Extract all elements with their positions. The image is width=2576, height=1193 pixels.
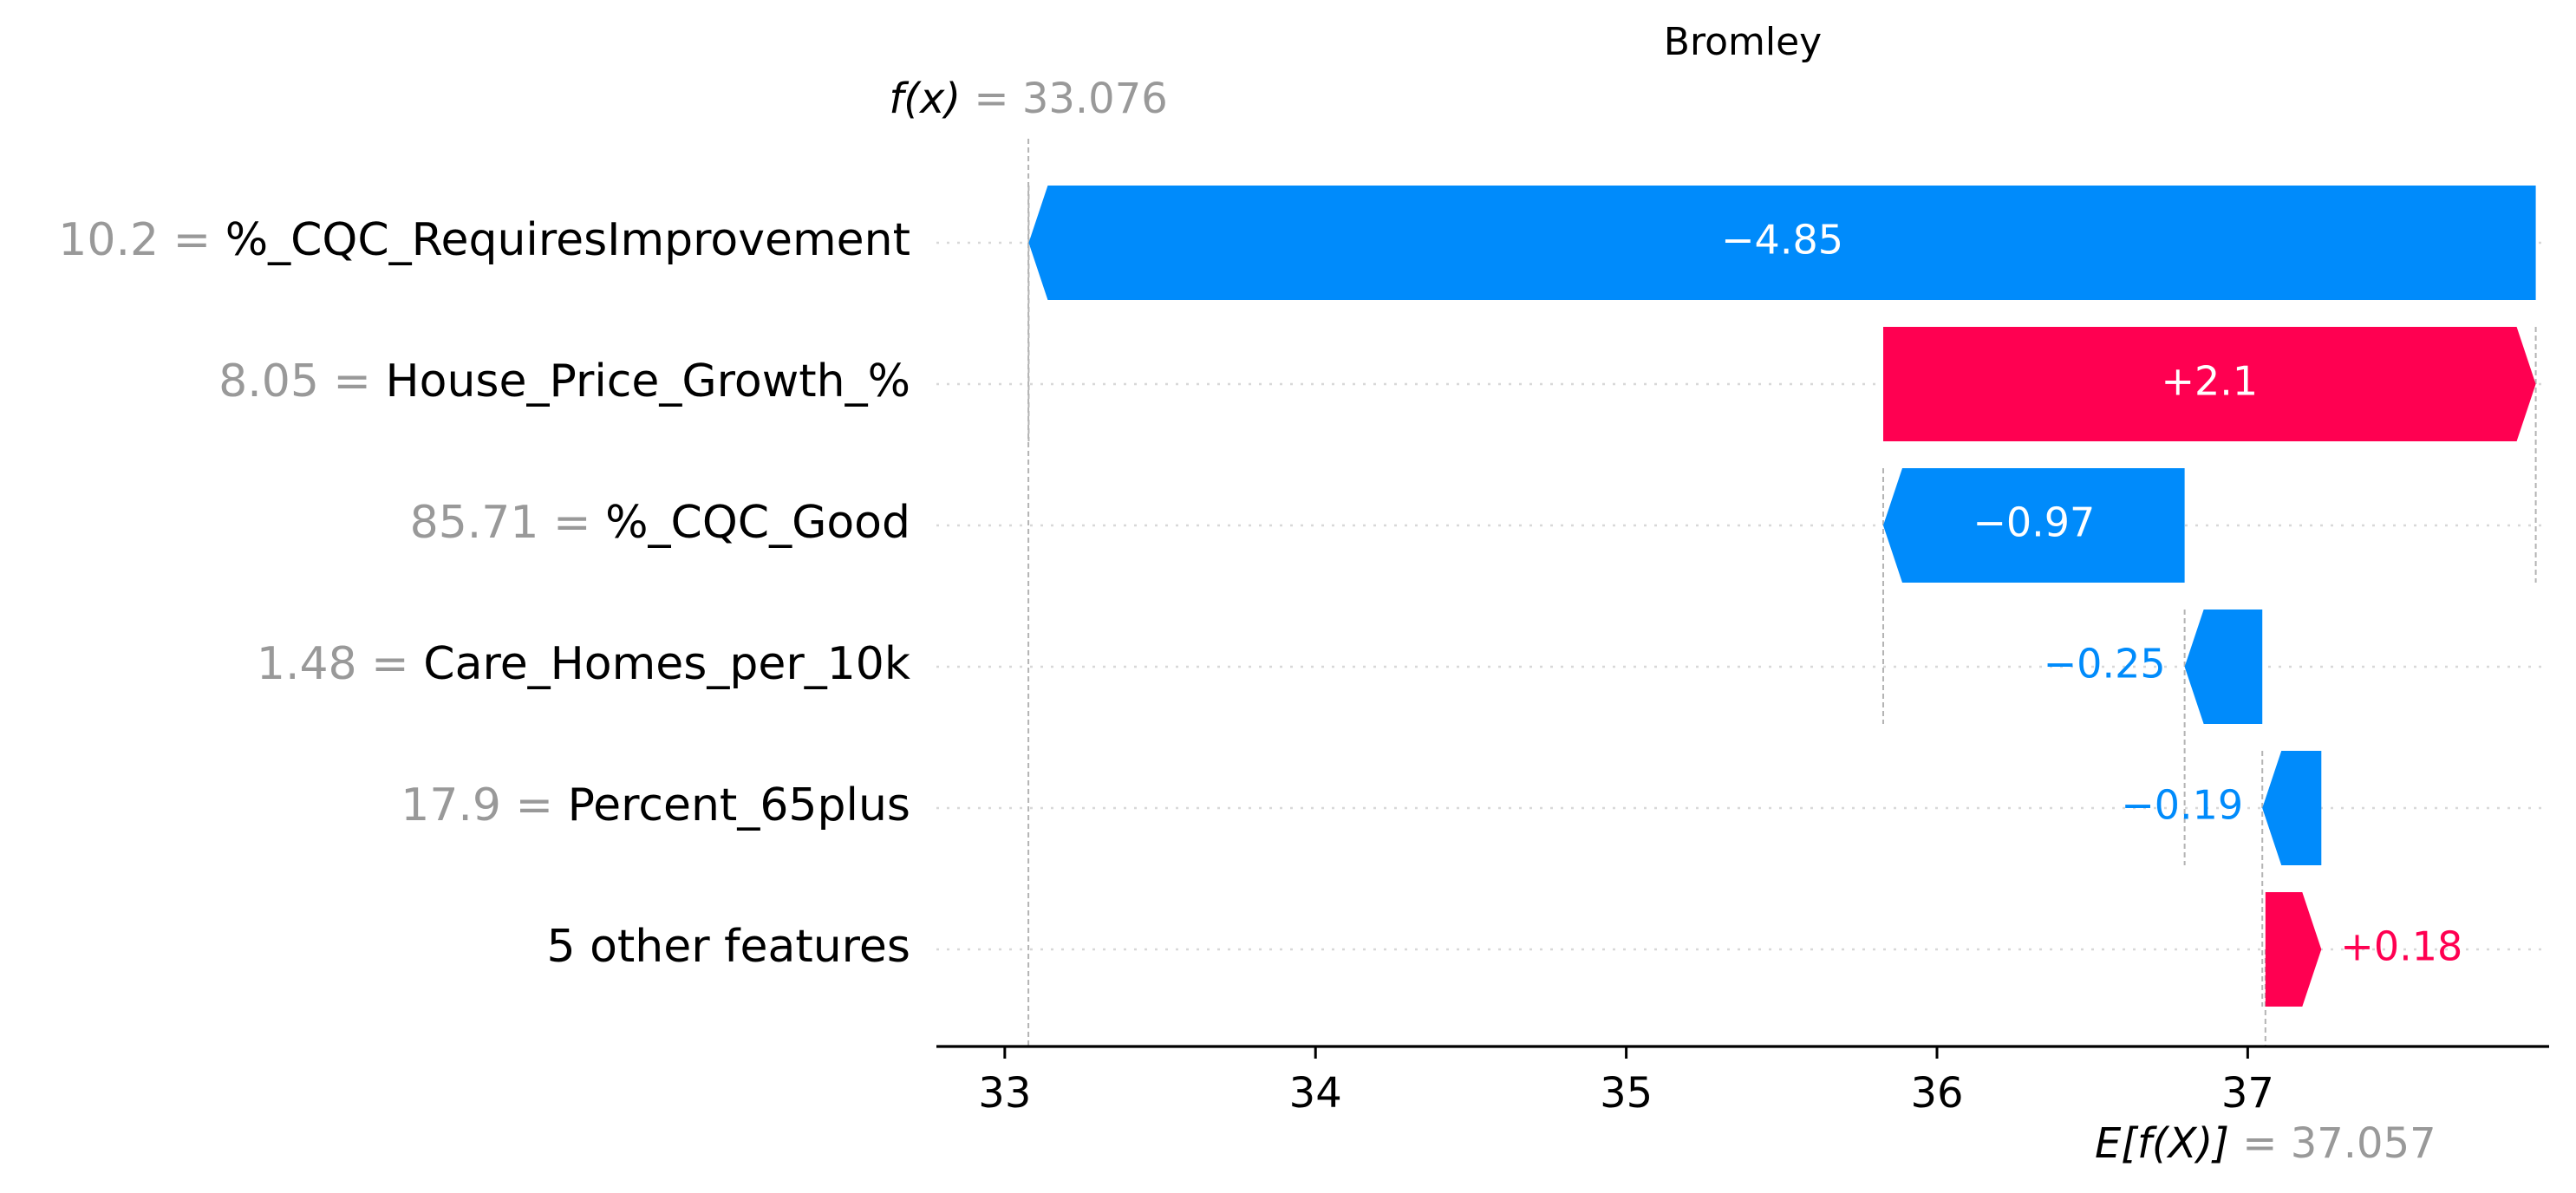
positive-contribution-bar bbox=[2265, 892, 2322, 1007]
feature-value: 17.9 = bbox=[401, 779, 567, 831]
feature-label: 5 other features bbox=[546, 921, 910, 973]
fx-annotation: f(x) = 33.076 bbox=[889, 75, 1167, 123]
x-axis: 33 34 35 36 37 bbox=[936, 1045, 2549, 1118]
feature-name: Care_Homes_per_10k bbox=[423, 638, 910, 690]
contribution-label: −0.25 bbox=[2044, 641, 2166, 688]
feature-name: Percent_65plus bbox=[568, 779, 910, 831]
contribution-label: +0.18 bbox=[2340, 923, 2462, 970]
fx-prefix: f(x) bbox=[889, 75, 961, 123]
contribution-label: −0.97 bbox=[1973, 499, 2095, 546]
chart-title: Bromley bbox=[1664, 20, 1822, 64]
x-tick-label: 36 bbox=[1910, 1069, 1963, 1118]
positive-contribution-bar bbox=[1882, 327, 2536, 441]
contribution-bars: −4.85 +2.1 −0.97 −0.25 −0.19 +0.18 bbox=[1028, 186, 2536, 1007]
negative-contribution-bar bbox=[2262, 751, 2322, 865]
feature-labels: 10.2 = %_CQC_RequiresImprovement 8.05 = H… bbox=[58, 214, 910, 973]
feature-name: 5 other features bbox=[546, 921, 910, 973]
x-tick-label: 33 bbox=[978, 1069, 1031, 1118]
expected-annotation: E[f(X)] = 37.057 bbox=[2095, 1119, 2436, 1168]
x-tick-label: 34 bbox=[1289, 1069, 1342, 1118]
negative-contribution-bar bbox=[1882, 468, 2185, 583]
contribution-label: −0.19 bbox=[2121, 782, 2243, 829]
feature-label: 85.71 = %_CQC_Good bbox=[410, 497, 910, 549]
feature-name: %_CQC_Good bbox=[605, 497, 910, 549]
feature-label: 10.2 = %_CQC_RequiresImprovement bbox=[58, 214, 910, 266]
feature-value: 1.48 = bbox=[257, 638, 423, 690]
expected-value: = 37.057 bbox=[2229, 1119, 2436, 1168]
feature-name: %_CQC_RequiresImprovement bbox=[225, 214, 910, 266]
x-tick-label: 37 bbox=[2221, 1069, 2274, 1118]
contribution-label: −4.85 bbox=[1721, 217, 1843, 264]
feature-label: 1.48 = Care_Homes_per_10k bbox=[257, 638, 910, 690]
feature-label: 17.9 = Percent_65plus bbox=[401, 779, 910, 831]
feature-label: 8.05 = House_Price_Growth_% bbox=[218, 355, 910, 407]
feature-value: 10.2 = bbox=[58, 214, 225, 266]
fx-value: = 33.076 bbox=[961, 75, 1168, 123]
feature-name: House_Price_Growth_% bbox=[386, 355, 910, 407]
negative-contribution-bar bbox=[2184, 610, 2263, 724]
expected-prefix: E[f(X)] bbox=[2095, 1119, 2229, 1168]
x-tick-label: 35 bbox=[1600, 1069, 1653, 1118]
negative-contribution-bar bbox=[1028, 186, 2536, 300]
feature-value: 85.71 = bbox=[410, 497, 606, 549]
fx-annotations: f(x) = 33.076 E[f(X)] = 37.057 bbox=[889, 75, 2436, 1168]
contribution-label: +2.1 bbox=[2161, 358, 2258, 405]
feature-value: 8.05 = bbox=[218, 355, 385, 407]
